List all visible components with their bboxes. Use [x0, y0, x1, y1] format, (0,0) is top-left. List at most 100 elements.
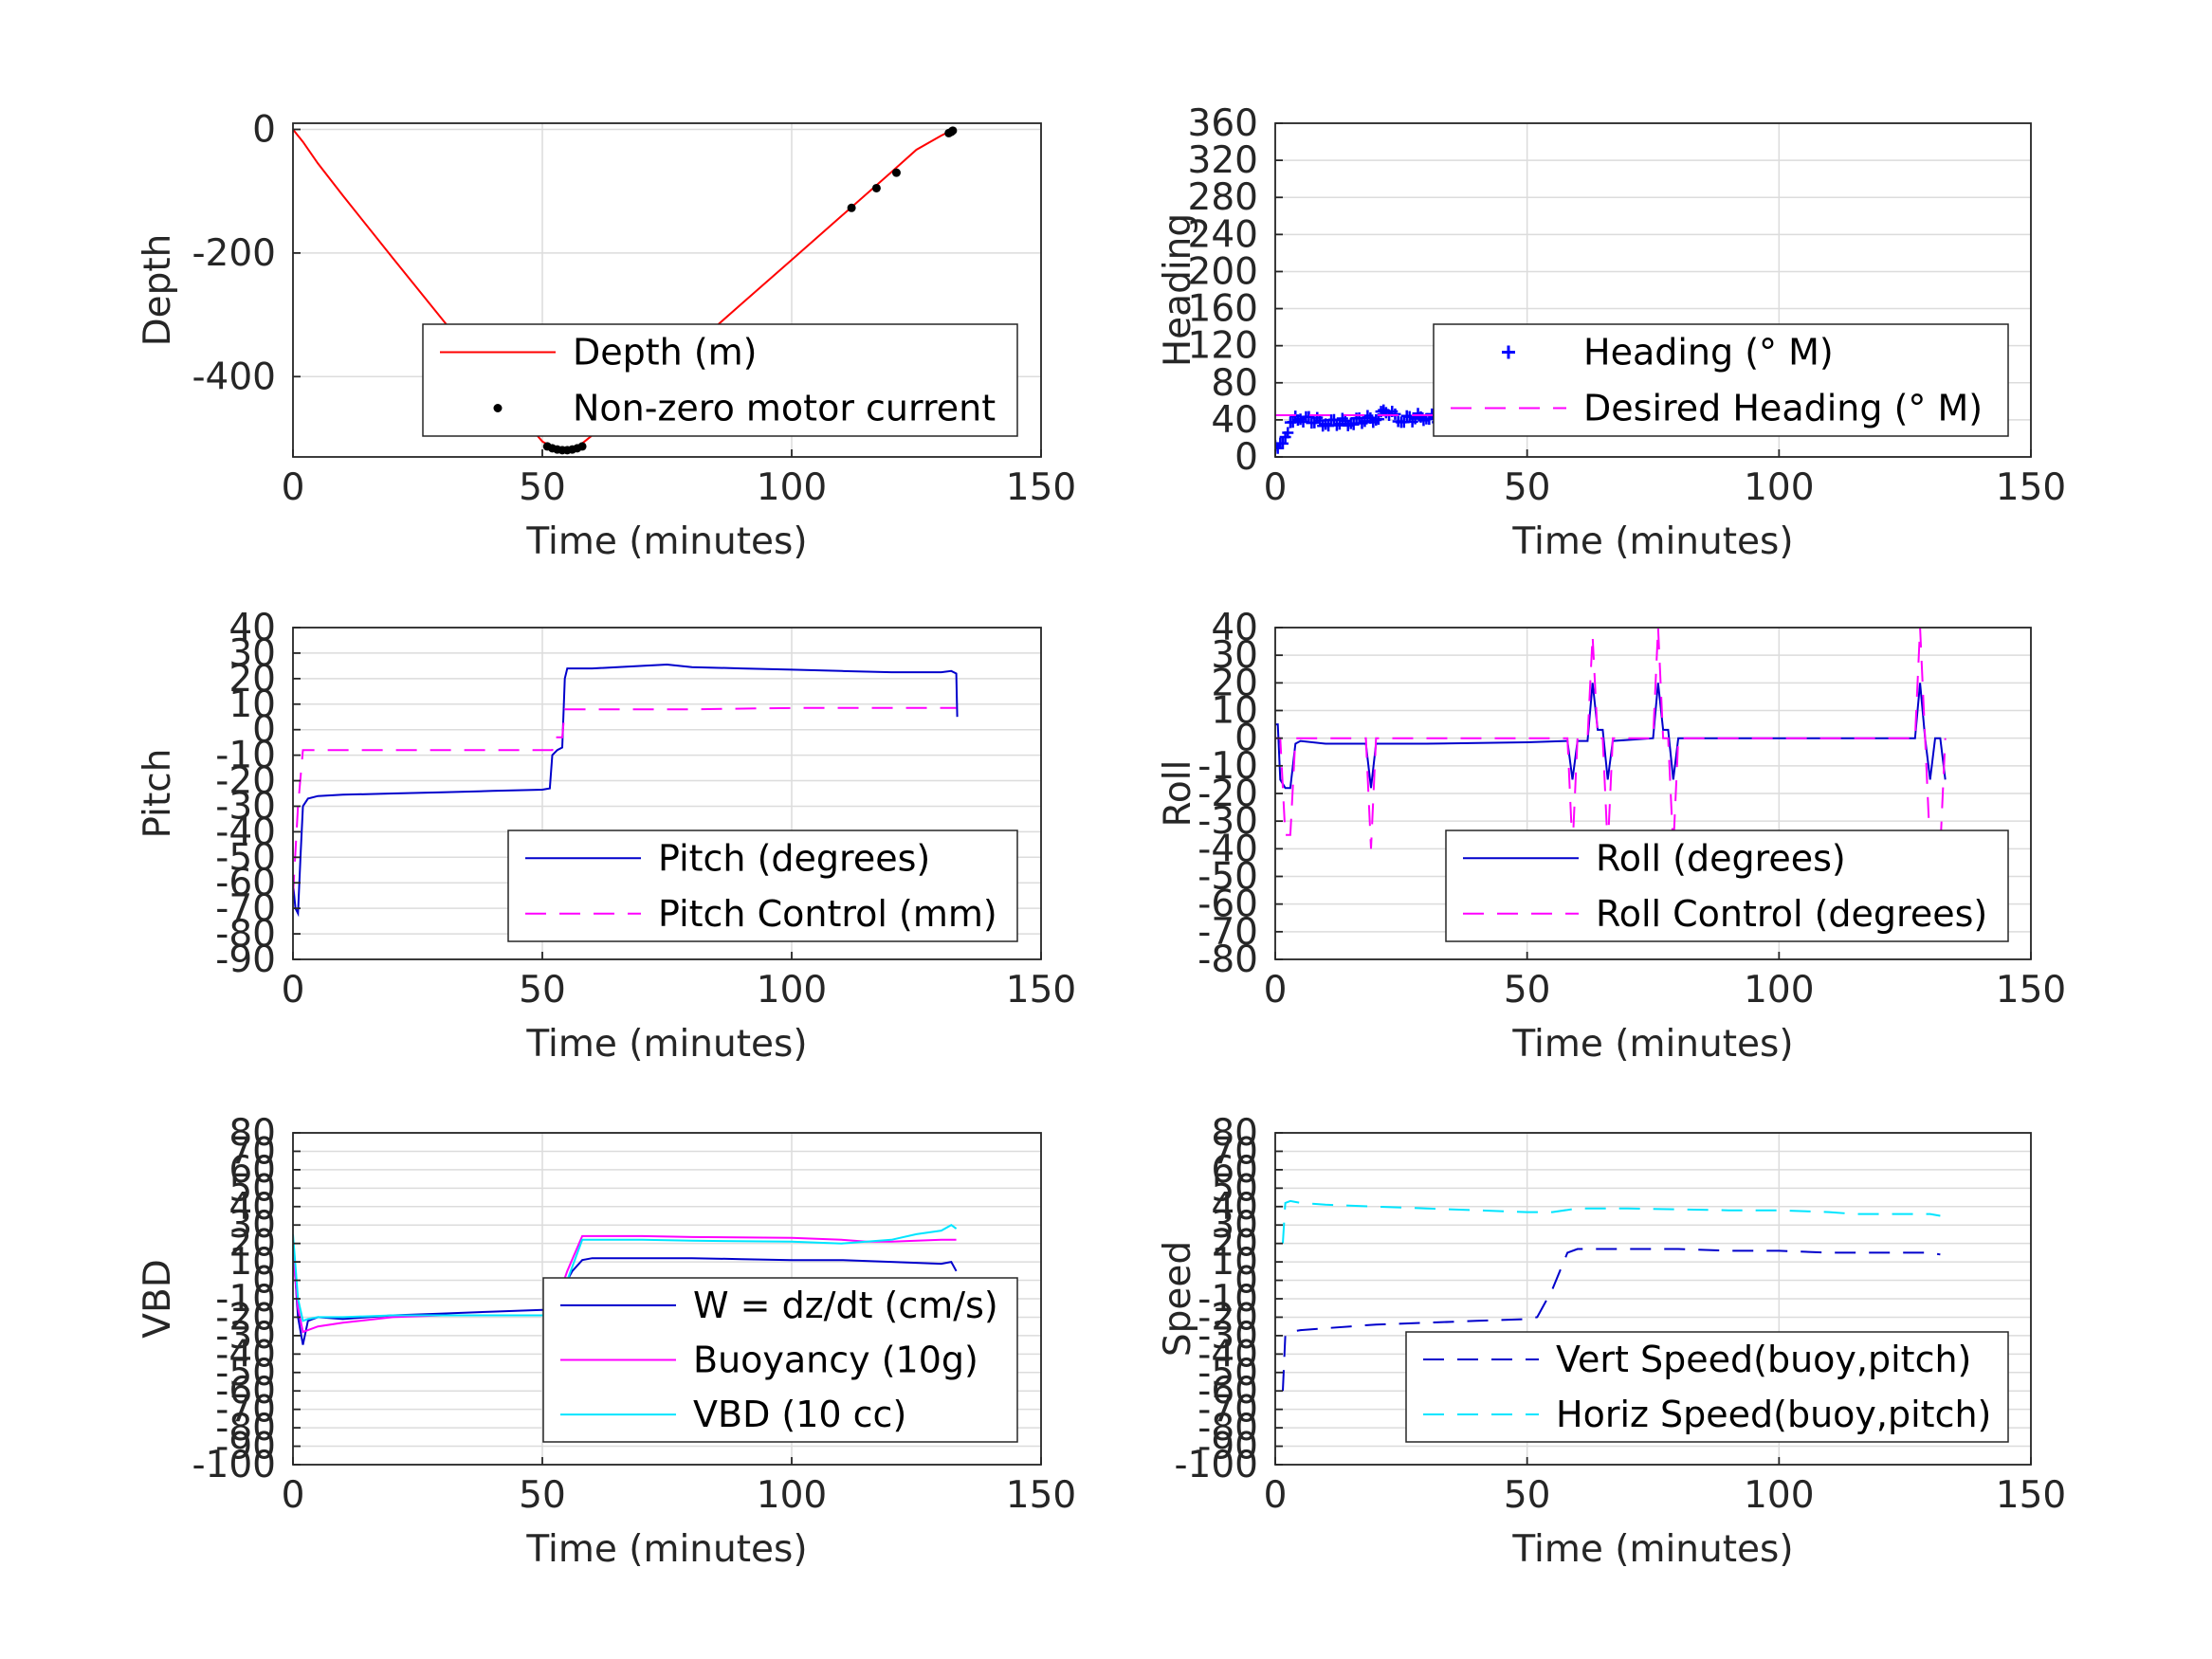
x-tick-label: 100	[1744, 466, 1814, 509]
x-tick-label: 0	[1264, 1474, 1288, 1517]
y-tick-label: -30	[1197, 1315, 1258, 1358]
y-tick-label: -40	[1197, 828, 1258, 870]
y-tick-label: -200	[192, 232, 276, 275]
y-tick-label: -90	[215, 1426, 276, 1468]
y-tick-label: -50	[215, 1352, 276, 1395]
y-tick-label: 20	[229, 1223, 276, 1266]
y-tick-label: 280	[1188, 176, 1258, 219]
x-axis-label: Time (minutes)	[525, 1023, 807, 1066]
y-tick-label: 30	[1211, 634, 1258, 677]
x-axis-label: Time (minutes)	[1511, 1528, 1793, 1571]
y-tick-label: -50	[1197, 856, 1258, 899]
x-axis-label: Time (minutes)	[1511, 1023, 1793, 1066]
x-tick-label: 150	[1996, 969, 2066, 1012]
series-group	[293, 663, 959, 918]
x-tick-label: 100	[757, 466, 827, 509]
y-tick-label: 50	[1211, 1167, 1258, 1210]
legend-box	[507, 830, 1018, 942]
data-point	[847, 203, 856, 212]
y-tick-label: -60	[1197, 1370, 1258, 1413]
y-tick-label: 200	[1188, 250, 1258, 293]
legend: Pitch (degrees) Pitch Control (mm)	[507, 830, 1018, 942]
y-tick-label: 240	[1188, 213, 1258, 256]
legend-entry: Vert Speed(buoy,pitch)	[1556, 1339, 1971, 1380]
data-point	[577, 442, 587, 451]
series-line-2	[1275, 628, 1947, 850]
y-tick-label: -80	[215, 913, 276, 956]
legend-box	[422, 323, 1018, 437]
legend-entry: W = dz/dt (cm/s)	[693, 1285, 998, 1326]
y-tick-label: 0	[1234, 436, 1258, 479]
x-axis-label: Time (minutes)	[525, 1528, 807, 1571]
y-tick-label: -70	[1197, 1389, 1258, 1431]
y-tick-label: -20	[1197, 773, 1258, 815]
y-tick-label: 40	[1211, 1186, 1258, 1229]
y-tick-label: 80	[229, 1112, 276, 1155]
y-tick-label: 20	[1211, 1223, 1258, 1266]
y-axis-label: Speed	[1157, 1241, 1199, 1357]
heading-marker	[1287, 416, 1299, 428]
series-line-1	[293, 663, 959, 918]
y-tick-label: 10	[1211, 1241, 1258, 1284]
y-tick-label: -90	[1197, 1426, 1258, 1468]
y-tick-label: -10	[215, 1278, 276, 1321]
chart-panel-6: 0 50 100 15080706050403020100-10-20-30-40-5…	[1157, 1112, 2066, 1571]
y-tick-label: 60	[229, 1149, 276, 1192]
axes-box	[292, 627, 1042, 960]
data-point	[891, 168, 901, 177]
legend-entry: Non-zero motor current	[573, 388, 996, 429]
y-tick-label: -400	[192, 356, 276, 398]
legend-marker	[493, 404, 503, 412]
x-axis-label: Time (minutes)	[1511, 520, 1793, 563]
y-tick-label: -30	[1197, 800, 1258, 843]
x-tick-label: 0	[1264, 969, 1288, 1012]
y-tick-label: -60	[215, 1370, 276, 1413]
y-tick-label: -40	[215, 1333, 276, 1376]
y-tick-label: 40	[229, 1186, 276, 1229]
y-tick-label: 360	[1188, 102, 1258, 145]
series-line-2	[293, 1234, 957, 1334]
series-line-3	[293, 1224, 958, 1322]
y-tick-label: -80	[215, 1407, 276, 1449]
heading-marker	[1282, 427, 1294, 439]
y-tick-label: -20	[215, 1296, 276, 1339]
legend-entry: VBD (10 cc)	[693, 1394, 906, 1435]
heading-marker	[1378, 404, 1390, 416]
x-tick-label: 150	[1006, 466, 1076, 509]
legend-entry: Pitch (degrees)	[658, 837, 930, 879]
y-tick-label: 80	[1211, 1112, 1258, 1155]
series-group	[1275, 628, 1947, 850]
legend: Roll (degrees) Roll Control (degrees)	[1445, 830, 2009, 942]
x-tick-label: 0	[1264, 466, 1288, 509]
y-tick-label: -100	[192, 1444, 276, 1486]
series-line-1	[1282, 1248, 1941, 1392]
y-tick-label: -10	[1197, 1278, 1258, 1321]
legend-entry: Pitch Control (mm)	[658, 893, 997, 935]
y-tick-label: -10	[1197, 745, 1258, 788]
chart-panel-5: 0 50 100 15080706050403020100-10-20-30-40-5…	[137, 1112, 1076, 1571]
y-tick-label: 0	[1234, 718, 1258, 760]
y-tick-label: -90	[215, 939, 276, 981]
y-tick-label: -10	[215, 735, 276, 777]
x-tick-label: 0	[282, 969, 305, 1012]
y-tick-label: -70	[215, 1389, 276, 1431]
y-tick-label: 20	[229, 658, 276, 701]
y-tick-label: 10	[229, 684, 276, 726]
legend: Heading (° M) Desired Heading (° M)	[1433, 323, 2009, 437]
y-tick-label: -20	[215, 760, 276, 803]
y-tick-label: 40	[1211, 607, 1258, 649]
y-tick-label: 0	[252, 1260, 276, 1303]
y-tick-label: 60	[1211, 1149, 1258, 1192]
x-tick-label: 0	[282, 466, 305, 509]
x-tick-label: 100	[1744, 969, 1814, 1012]
legend-entry: Buoyancy (10g)	[693, 1340, 978, 1381]
x-tick-label: 50	[1504, 466, 1551, 509]
y-tick-label: 160	[1188, 288, 1258, 331]
legend-entry: Roll Control (degrees)	[1596, 893, 1987, 935]
legend-box	[1433, 323, 2009, 437]
y-tick-label: -50	[215, 836, 276, 879]
x-tick-label: 150	[1006, 969, 1076, 1012]
legend: Depth (m) Non-zero motor current	[422, 323, 1018, 437]
x-tick-label: 50	[1504, 1474, 1551, 1517]
